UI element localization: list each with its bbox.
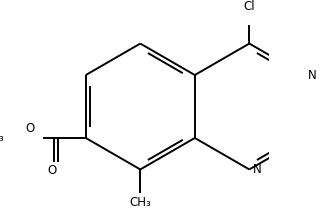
Text: O: O bbox=[47, 164, 56, 177]
Text: N: N bbox=[307, 68, 316, 81]
Text: CH₃: CH₃ bbox=[129, 196, 151, 209]
Text: O: O bbox=[26, 122, 35, 135]
Text: CH₃: CH₃ bbox=[0, 131, 4, 144]
Text: N: N bbox=[253, 163, 262, 176]
Text: Cl: Cl bbox=[244, 0, 255, 13]
